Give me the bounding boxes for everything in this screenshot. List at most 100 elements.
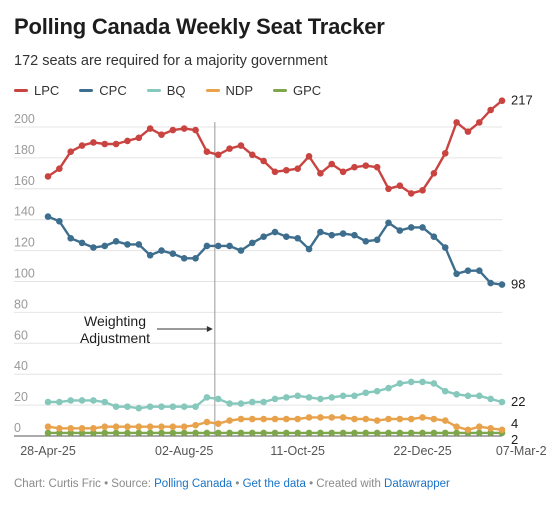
footer-separator: • xyxy=(232,478,243,490)
data-point xyxy=(441,244,449,251)
data-point xyxy=(317,414,324,421)
data-point xyxy=(328,160,336,168)
data-point xyxy=(180,125,188,132)
x-tick-label: 28-Apr-25 xyxy=(20,444,76,458)
data-point xyxy=(419,224,426,231)
data-point xyxy=(396,182,404,190)
legend-label: NDP xyxy=(225,83,253,98)
legend-swatch xyxy=(146,89,161,92)
data-point xyxy=(430,233,438,240)
data-point xyxy=(124,403,131,410)
data-point xyxy=(146,403,154,410)
data-point xyxy=(249,415,256,423)
data-point xyxy=(271,429,279,437)
data-point xyxy=(498,426,506,434)
data-point xyxy=(339,168,347,176)
data-point xyxy=(249,429,256,437)
legend-swatch xyxy=(79,89,94,92)
data-point xyxy=(305,153,313,160)
footer-created-with: • Created with xyxy=(305,478,385,490)
data-point xyxy=(135,241,143,248)
data-point xyxy=(158,131,165,139)
data-point xyxy=(339,392,347,400)
data-point xyxy=(339,230,347,237)
get-data-link[interactable]: Get the data xyxy=(242,478,306,490)
series-ndp xyxy=(44,414,506,434)
data-point xyxy=(419,429,426,437)
data-point xyxy=(226,400,233,407)
data-point xyxy=(237,142,245,149)
data-point xyxy=(476,119,483,126)
chart-subtitle: 172 seats are required for a majority go… xyxy=(14,53,328,69)
x-tick-label: 22-Dec-25 xyxy=(393,444,451,458)
data-point xyxy=(169,126,177,134)
data-point xyxy=(351,392,358,400)
data-point xyxy=(294,234,302,242)
data-point xyxy=(112,423,120,431)
data-point xyxy=(441,429,449,437)
data-point xyxy=(396,429,404,437)
data-point xyxy=(56,398,63,406)
data-point xyxy=(44,429,52,437)
data-point xyxy=(271,395,279,403)
source-link[interactable]: Polling Canada xyxy=(154,478,233,490)
data-point xyxy=(441,417,449,424)
data-point xyxy=(67,429,74,437)
data-point xyxy=(180,423,188,431)
data-point xyxy=(101,140,109,148)
data-point xyxy=(90,139,97,146)
data-point xyxy=(271,415,279,423)
legend-label: BQ xyxy=(166,83,186,98)
data-point xyxy=(192,421,199,429)
legend-swatch xyxy=(205,89,220,92)
data-point xyxy=(351,429,358,437)
series-gpc xyxy=(44,429,506,437)
data-point xyxy=(124,241,131,248)
data-point xyxy=(249,398,256,406)
chart-footer: Chart: Curtis Fric • Source: Polling Can… xyxy=(14,478,450,490)
y-tick-label: 160 xyxy=(14,174,35,188)
data-point xyxy=(158,403,165,410)
data-point xyxy=(101,423,109,431)
data-point xyxy=(430,170,438,177)
data-point xyxy=(237,429,245,437)
data-point xyxy=(203,242,211,250)
data-point xyxy=(476,267,483,274)
data-point xyxy=(101,242,109,250)
data-point xyxy=(305,414,313,421)
data-point xyxy=(56,429,63,437)
legend-swatch xyxy=(273,89,287,92)
y-tick-label: 120 xyxy=(14,236,35,250)
datawrapper-link[interactable]: Datawrapper xyxy=(384,478,450,490)
data-point xyxy=(362,389,370,397)
end-label-ndp: 4 xyxy=(511,416,518,431)
data-point xyxy=(90,424,97,432)
data-point xyxy=(430,415,438,423)
data-point xyxy=(351,415,358,423)
data-point xyxy=(112,238,120,245)
data-point xyxy=(90,397,97,404)
footer-credit: Chart: Curtis Fric • Source: xyxy=(14,478,155,490)
data-point xyxy=(78,429,86,437)
data-point xyxy=(407,415,415,423)
data-point xyxy=(464,128,472,135)
data-point xyxy=(396,380,404,387)
series-bq xyxy=(44,378,506,412)
data-point xyxy=(214,242,222,250)
data-point xyxy=(328,394,336,401)
annotation-text: Weighting xyxy=(84,313,146,329)
chart-title: Polling Canada Weekly Seat Tracker xyxy=(14,14,385,39)
data-point xyxy=(464,267,472,274)
data-point xyxy=(453,423,460,431)
data-point xyxy=(385,429,392,437)
series-cpc xyxy=(44,213,506,288)
data-point xyxy=(487,429,494,437)
data-point xyxy=(78,397,86,404)
data-point xyxy=(441,387,449,395)
data-point xyxy=(294,415,302,423)
data-point xyxy=(180,429,188,437)
data-point xyxy=(464,392,472,400)
data-point xyxy=(101,429,109,437)
data-point xyxy=(476,429,483,437)
legend-swatch xyxy=(14,89,28,92)
